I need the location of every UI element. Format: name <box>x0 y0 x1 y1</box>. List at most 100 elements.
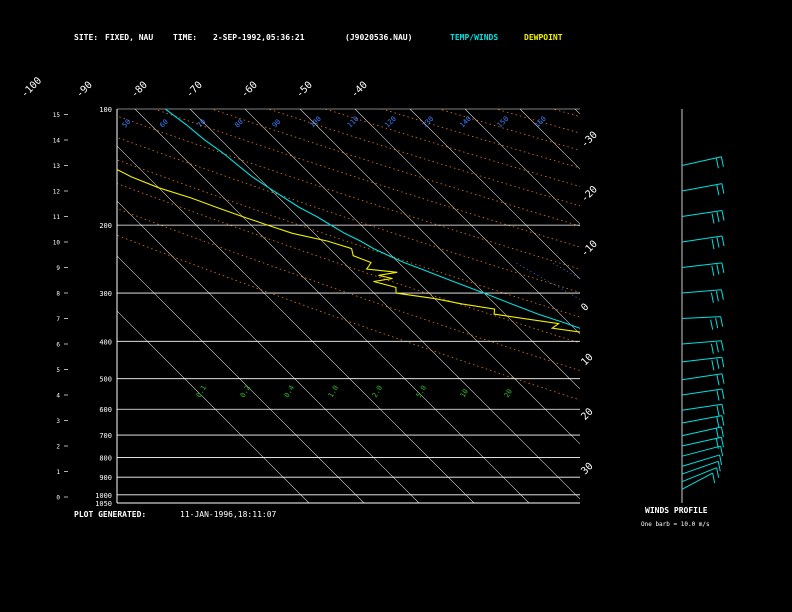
wind-barb-flag <box>720 316 724 327</box>
wind-barb <box>681 340 724 354</box>
height-label: 9 <box>56 265 60 272</box>
wind-barb-flag <box>720 156 724 167</box>
wind-barb-staff <box>681 340 722 345</box>
height-label: 11 <box>53 214 61 221</box>
height-label: 2 <box>56 444 60 451</box>
right-temp-label: -10 <box>579 239 600 260</box>
wind-barb-flag <box>710 343 714 354</box>
isotherm-line <box>354 109 580 335</box>
right-temp-label: 0 <box>579 302 591 314</box>
wind-barb-flag <box>711 265 715 276</box>
wind-barb-flag <box>720 289 724 300</box>
wind-barb-flag <box>721 357 725 368</box>
wind-barb-flag <box>721 388 725 400</box>
moist-adiabat-line <box>699 263 792 495</box>
pressure-label: 800 <box>99 454 112 462</box>
winds-profile-title: WINDS PROFILE <box>645 506 708 515</box>
wind-barb <box>681 472 716 490</box>
dewpoint-legend: DEWPOINT <box>524 33 563 42</box>
isotherm-line <box>630 109 792 503</box>
wind-barb <box>681 356 725 371</box>
dry-adiabat-line <box>724 109 792 503</box>
isotherm-line <box>189 109 580 500</box>
moist-adiabat-line <box>736 263 792 495</box>
wind-barb-staff <box>681 426 722 437</box>
mixing-ratio-label: 0.4 <box>283 384 296 399</box>
wind-barb-flag <box>719 454 723 466</box>
wind-barb-flag <box>720 437 724 448</box>
pressure-label: 400 <box>99 338 112 346</box>
height-label: 14 <box>53 138 61 145</box>
height-label: 4 <box>56 393 60 400</box>
wind-barb-staff <box>681 403 723 411</box>
height-label: 13 <box>53 163 61 170</box>
isotherm-line <box>574 109 580 115</box>
theta-label: 60 <box>158 118 170 130</box>
top-temp-label: -50 <box>294 80 315 101</box>
wind-barb-flag <box>721 404 725 415</box>
wind-barb-flag <box>720 445 724 457</box>
wind-barb-flag <box>715 438 719 449</box>
wind-barb-staff <box>681 436 722 447</box>
dry-adiabat-line <box>439 109 580 151</box>
wind-barb <box>681 454 723 467</box>
wind-barb-staff <box>681 388 723 396</box>
mixing-ratio-label: 2.0 <box>371 384 384 399</box>
height-label: 10 <box>53 240 61 247</box>
wind-barb-flag <box>716 375 720 386</box>
wind-barb-flag <box>721 183 725 194</box>
wind-barb-flag <box>710 292 714 303</box>
height-label: 7 <box>56 316 60 323</box>
dry-adiabat-line <box>610 109 792 503</box>
theta-label: 120 <box>383 115 398 130</box>
dewpoint-trace <box>117 168 580 333</box>
theta-label: 140 <box>458 115 473 130</box>
wind-barb-flag <box>711 238 715 250</box>
isotherm-line <box>685 109 792 503</box>
wind-barb-flag <box>721 415 725 426</box>
wind-barb-flag <box>715 342 719 353</box>
wind-barb <box>681 373 725 386</box>
wind-barb-staff <box>681 235 723 243</box>
wind-barb-flag <box>721 262 725 273</box>
temperature-trace <box>164 109 580 329</box>
isotherm-line <box>464 109 580 225</box>
wind-barb-flag <box>712 472 716 484</box>
wind-barb <box>681 445 724 457</box>
wind-barb-staff <box>681 210 723 217</box>
wind-barb-staff <box>681 356 722 363</box>
plot-generated-value: 11-JAN-1996,18:11:07 <box>180 510 277 519</box>
top-temp-label: -80 <box>129 80 150 101</box>
pressure-label: 100 <box>99 106 112 114</box>
dry-adiabat-line <box>117 115 580 270</box>
isotherm-line <box>134 109 530 503</box>
wind-barb <box>681 156 724 169</box>
wind-barb-staff <box>681 289 722 294</box>
wind-barb-staff <box>681 183 722 192</box>
theta-label: 80 <box>233 118 245 130</box>
wind-barb <box>681 210 725 224</box>
wind-barb <box>681 467 720 483</box>
wind-barb-staff <box>681 415 722 424</box>
dry-adiabat-line <box>552 109 580 118</box>
wind-barb-flag <box>716 358 720 369</box>
pressure-label: 1000 <box>95 492 112 500</box>
wind-barb-staff <box>681 262 722 268</box>
top-temp-label: -70 <box>184 80 205 101</box>
mixing-ratio-line <box>681 409 792 503</box>
pressure-label: 600 <box>99 406 112 414</box>
wind-barb <box>681 388 725 401</box>
temp-winds-legend: TEMP/WINDS <box>450 33 499 42</box>
dry-adiabat-line <box>495 109 580 134</box>
wind-barb-staff <box>681 156 722 166</box>
wind-barb-flag <box>711 213 715 224</box>
dry-adiabat-line <box>117 234 580 401</box>
mixing-ratio-label: 1.0 <box>327 384 340 399</box>
wind-barb-flag <box>716 264 720 275</box>
wind-barb-flag <box>715 158 719 169</box>
pressure-label: 200 <box>99 222 112 230</box>
wind-barb-staff <box>681 316 721 319</box>
wind-barb-flag <box>716 237 720 248</box>
